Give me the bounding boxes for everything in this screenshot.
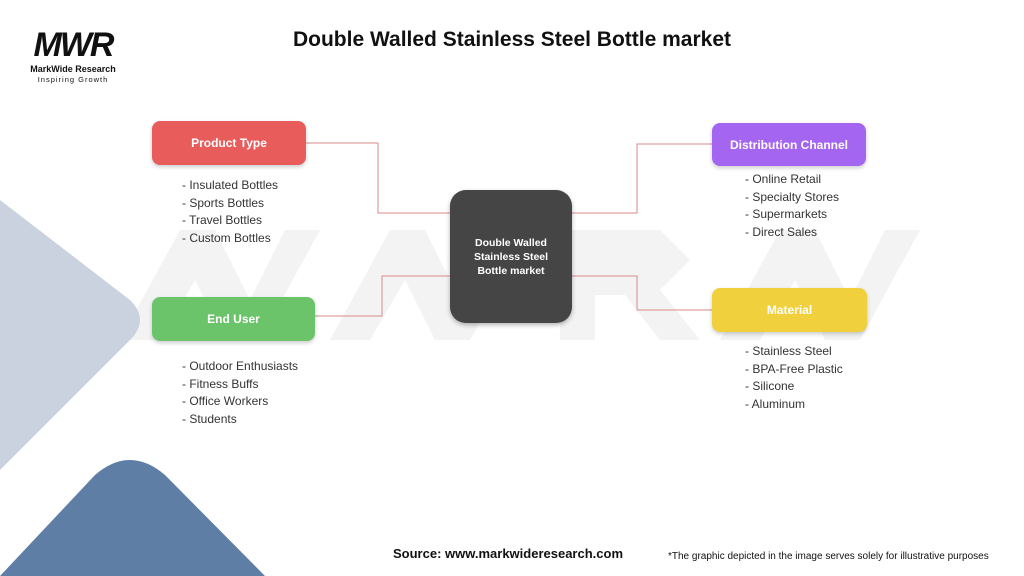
list-item: - Custom Bottles [182, 230, 271, 245]
list-item: - Fitness Buffs [182, 376, 259, 391]
end-user-list: - Outdoor Enthusiasts - Fitness Buffs - … [182, 358, 298, 428]
list-item: - Direct Sales [745, 224, 818, 239]
list-item: - Insulated Bottles [182, 178, 279, 192]
connectors [306, 142, 712, 317]
list-item: - Aluminum [745, 396, 806, 411]
segment-material: Material [712, 288, 867, 332]
product-type-list: - Insulated Bottles - Sports Bottles - T… [182, 177, 278, 247]
logo: MWR MarkWide Research Inspiring Growth [22, 26, 124, 85]
center-node: Double Walled Stainless Steel Bottle mar… [450, 190, 572, 323]
list-item: - Specialty Stores [745, 189, 840, 204]
list-item: - Students [182, 411, 237, 426]
list-item: - Travel Bottles [182, 213, 263, 227]
list-item: - Sports Bottles [182, 195, 265, 210]
list-item: - Online Retail [745, 172, 822, 186]
distribution-channel-list: - Online Retail - Specialty Stores - Sup… [745, 171, 839, 241]
material-list: - Stainless Steel - BPA-Free Plastic - S… [745, 343, 843, 413]
list-item: - BPA-Free Plastic [745, 361, 843, 376]
list-item: - Silicone [745, 379, 795, 393]
logo-mark: MWR [33, 26, 115, 64]
list-item: - Office Workers [182, 394, 269, 408]
segment-distribution-channel: Distribution Channel [712, 123, 866, 166]
source-text: Source: www.markwideresearch.com [393, 546, 624, 561]
segment-product-type: Product Type [152, 121, 306, 165]
segment-end-user: End User [152, 297, 315, 341]
center-label: Double Walled Stainless Steel Bottle mar… [473, 236, 549, 277]
page-title: Double Walled Stainless Steel Bottle mar… [292, 28, 731, 51]
list-item: - Outdoor Enthusiasts [182, 359, 299, 373]
logo-tagline: Inspiring Growth [37, 75, 109, 84]
left-shape [0, 200, 140, 470]
disclaimer-text: *The graphic depicted in the image serve… [668, 551, 989, 562]
list-item: - Stainless Steel [745, 344, 832, 358]
logo-name: MarkWide Research [30, 64, 116, 74]
bottom-shape [0, 460, 265, 576]
list-item: - Supermarkets [745, 207, 828, 221]
